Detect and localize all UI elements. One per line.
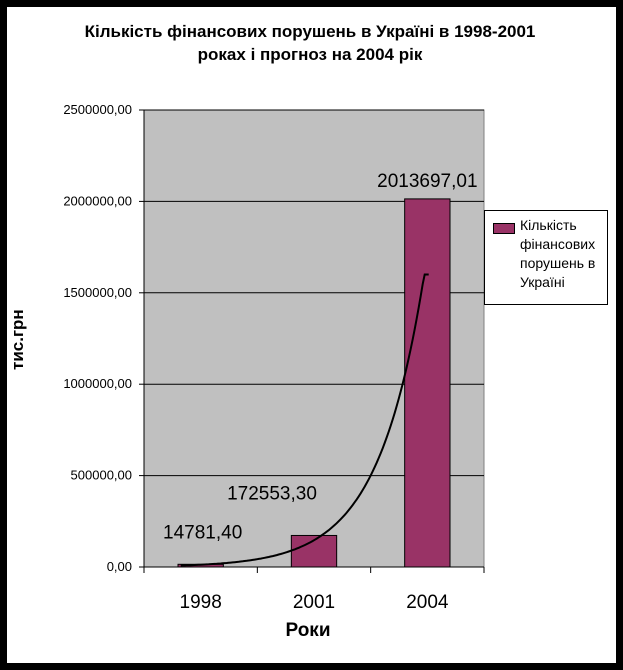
x-tick-label: 2004 (406, 592, 449, 613)
legend-label: Кількість фінансових порушень в Україні (520, 217, 596, 290)
x-tick-label: 1998 (180, 592, 222, 613)
y-tick-label: 1500000,00 (63, 285, 132, 300)
y-tick-label: 2000000,00 (63, 193, 132, 208)
bar-2004 (404, 198, 451, 568)
x-tick-label: 2001 (293, 592, 335, 613)
data-label: 172553,30 (227, 483, 317, 504)
y-tick-label: 500000,00 (71, 468, 132, 483)
y-tick-label: 0,00 (107, 559, 132, 574)
y-tick-labels: 0,00 500000,00 1000000,00 1500000,00 2000000… (63, 102, 132, 574)
x-tick-labels: 1998 2001 2004 (180, 592, 449, 613)
legend-swatch (493, 223, 515, 234)
y-tick-label: 2500000,00 (63, 102, 132, 117)
x-axis-label: Роки (285, 620, 331, 641)
y-axis-label: тис.грн (8, 309, 27, 370)
y-tick-label: 1000000,00 (63, 376, 132, 391)
trendline-path (180, 273, 429, 567)
axes (139, 109, 485, 573)
chart-title: Кількість фінансових порушень в Україні … (84, 22, 536, 64)
data-label: 2013697,01 (377, 171, 477, 192)
trendline (180, 273, 429, 567)
legend: Кількість фінансових порушень в Україні (484, 210, 608, 305)
data-labels: 14781,40 172553,30 2013697,01 (163, 171, 477, 543)
data-label: 14781,40 (163, 522, 242, 543)
